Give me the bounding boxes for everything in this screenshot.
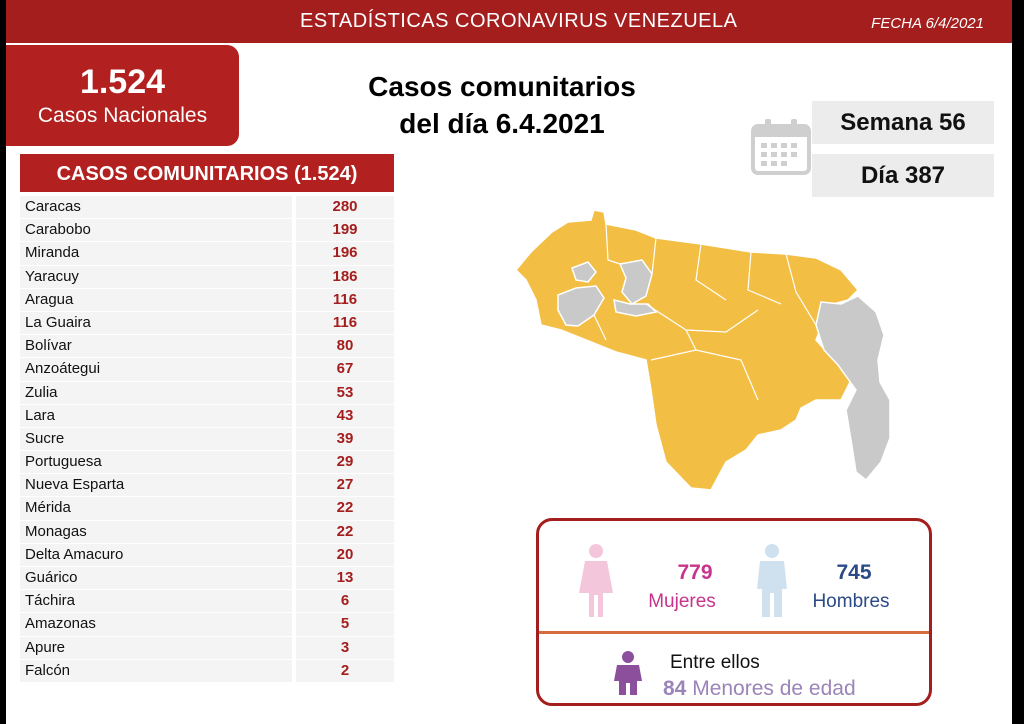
table-row: Amazonas 5 [20,613,394,637]
table-row: Aragua 116 [20,288,394,312]
state-name: Falcón [20,659,292,683]
table-row: Mérida 22 [20,497,394,521]
national-cases-box: 1.524 Casos Nacionales [6,45,239,146]
table-row: Guárico 13 [20,567,394,591]
state-name: Carabobo [20,219,292,243]
state-name: Aragua [20,288,292,312]
table-row: Zulia 53 [20,381,394,405]
report-date: FECHA 6/4/2021 [871,15,984,32]
state-name: Caracas [20,196,292,220]
state-cases: 67 [296,358,394,382]
venezuela-map [496,200,916,505]
man-icon [757,543,787,624]
table-row: Apure 3 [20,636,394,660]
state-name: Monagas [20,520,292,544]
title-bar: ESTADÍSTICAS CORONAVIRUS VENEZUELA FECHA… [6,0,1012,43]
state-cases: 22 [296,497,394,521]
state-cases: 6 [296,590,394,614]
headline: Casos comunitarios del día 6.4.2021 [352,68,652,142]
among-label: Entre ellos [670,652,760,673]
minors-count: 84 [663,677,687,700]
state-cases: 29 [296,451,394,475]
table-row: Anzoátegui 67 [20,358,394,382]
map-region-no-cases-center [618,259,653,305]
table-row: Lara 43 [20,404,394,428]
state-name: Miranda [20,242,292,266]
state-cases: 80 [296,335,394,359]
state-cases: 43 [296,404,394,428]
divider [539,631,929,634]
state-cases: 186 [296,265,394,289]
map-region-cases [514,209,860,491]
table-row: Nueva Esparta 27 [20,474,394,498]
state-name: Lara [20,404,292,428]
men-count: 745 [836,561,872,584]
state-name: Anzoátegui [20,358,292,382]
state-name: Portuguesa [20,451,292,475]
week-label: Semana 56 [812,101,994,144]
table-row: Carabobo 199 [20,219,394,243]
state-cases: 20 [296,543,394,567]
state-cases: 280 [296,196,394,220]
state-name: Amazonas [20,613,292,637]
state-cases: 39 [296,427,394,452]
table-row: Táchira 6 [20,590,394,614]
women-label: Mujeres [648,591,716,612]
state-cases: 22 [296,520,394,544]
child-icon [614,651,642,700]
gender-box: 779 Mujeres 745 Hombres Entre ellos 84 M… [536,518,932,706]
woman-icon [579,543,613,624]
calendar-icon [750,118,812,181]
state-cases: 199 [296,219,394,243]
table-row: Miranda 196 [20,242,394,266]
table-row: Caracas 280 [20,196,394,220]
state-cases: 53 [296,381,394,405]
table-title: CASOS COMUNITARIOS (1.524) [20,154,394,192]
minors-label: Menores de edad [692,677,856,700]
state-name: Apure [20,636,292,660]
map-region-no-cases-south [613,298,658,317]
state-name: Zulia [20,381,292,405]
state-cases: 3 [296,636,394,660]
national-cases-label: Casos Nacionales [37,104,208,127]
state-name: Mérida [20,497,292,521]
page-title: ESTADÍSTICAS CORONAVIRUS VENEZUELA [300,10,738,32]
state-name: Yaracuy [20,265,292,289]
map-region-no-cases-lake [571,261,597,283]
state-name: Sucre [20,427,292,452]
minors-line: 84 Menores de edad [663,677,856,701]
state-name: Táchira [20,590,292,614]
state-cases: 13 [296,567,394,591]
state-name: Bolívar [20,335,292,359]
men-label: Hombres [812,591,890,612]
table-row: Monagas 22 [20,520,394,544]
women-count: 779 [677,561,713,584]
table-row: Portuguesa 29 [20,451,394,475]
state-name: Delta Amacuro [20,543,292,567]
cases-table: Caracas 280 Carabobo 199 Miranda 196 Yaracuy 18… [20,196,394,683]
table-row: Yaracuy 186 [20,265,394,289]
table-row: Falcón 2 [20,659,394,683]
table-row: Bolívar 80 [20,335,394,359]
state-name: La Guaira [20,311,292,336]
state-name: Guárico [20,567,292,591]
headline-line-1: Casos comunitarios [368,71,636,102]
state-cases: 27 [296,474,394,498]
state-cases: 116 [296,311,394,336]
day-label: Día 387 [812,154,994,197]
state-name: Nueva Esparta [20,474,292,498]
map-region-no-cases-east [815,295,891,482]
state-cases: 5 [296,613,394,637]
table-row: La Guaira 116 [20,311,394,336]
state-cases: 116 [296,288,394,312]
table-row: Sucre 39 [20,427,394,452]
headline-line-2: del día 6.4.2021 [399,108,605,139]
state-cases: 196 [296,242,394,266]
infographic: ESTADÍSTICAS CORONAVIRUS VENEZUELA FECHA… [6,0,1012,724]
state-cases: 2 [296,659,394,683]
table-row: Delta Amacuro 20 [20,543,394,567]
national-cases-number: 1.524 [79,63,166,101]
